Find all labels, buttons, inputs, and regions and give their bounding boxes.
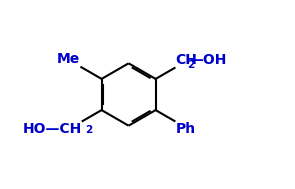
Text: Ph: Ph [176, 122, 196, 136]
Text: 2: 2 [85, 125, 92, 135]
Text: Me: Me [57, 52, 81, 66]
Text: CH: CH [176, 53, 197, 67]
Text: 2: 2 [187, 60, 194, 70]
Text: —OH: —OH [190, 53, 227, 67]
Text: HO—CH: HO—CH [22, 122, 82, 136]
